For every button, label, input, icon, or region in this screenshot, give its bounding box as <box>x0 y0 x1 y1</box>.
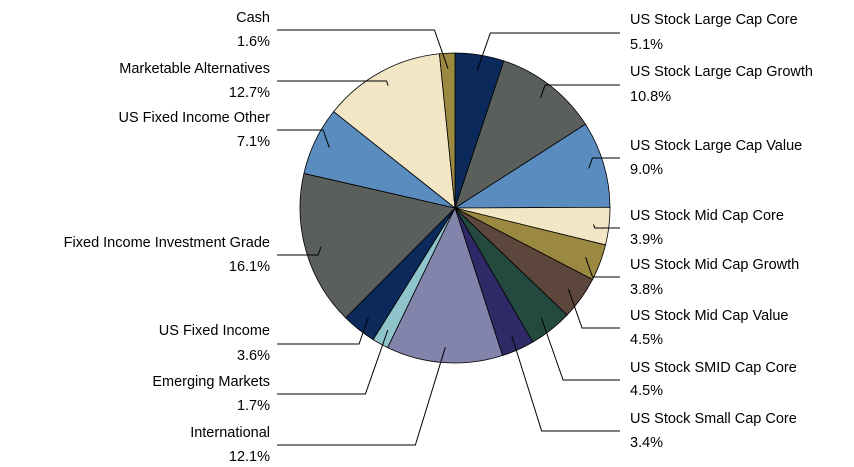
slice-value-label: 7.1% <box>237 134 270 150</box>
leader-line <box>540 84 620 98</box>
slice-value-label: 1.7% <box>237 398 270 414</box>
leader-line <box>277 80 389 86</box>
slice-value-label: 12.1% <box>229 449 270 465</box>
slice-value-label: 4.5% <box>630 332 663 348</box>
slice-label: US Stock Mid Cap Growth <box>630 257 799 273</box>
slice-value-label: 5.1% <box>630 37 663 53</box>
slice-value-label: 16.1% <box>229 259 270 275</box>
slice-label: US Stock SMID Cap Core <box>630 360 797 376</box>
leader-line <box>511 335 620 432</box>
slice-label: US Stock Mid Cap Value <box>630 308 789 324</box>
leader-line <box>277 129 330 148</box>
slice-value-label: 3.4% <box>630 435 663 451</box>
pie-slice <box>453 123 611 209</box>
leader-line <box>567 289 620 329</box>
pie-slice <box>454 60 586 209</box>
leader-line <box>593 224 620 229</box>
slice-label: Marketable Alternatives <box>119 61 270 77</box>
slice-value-label: 3.6% <box>237 348 270 364</box>
slice-value-label: 9.0% <box>630 162 663 178</box>
pie-slice <box>438 52 456 209</box>
slice-value-label: 3.9% <box>630 232 663 248</box>
slice-label: US Stock Large Cap Value <box>630 138 802 154</box>
slice-label: US Stock Large Cap Core <box>630 12 798 28</box>
slice-value-label: 3.8% <box>630 282 663 298</box>
slice-label: US Fixed Income Other <box>119 110 271 126</box>
leader-line <box>277 330 389 395</box>
slice-label: US Stock Small Cap Core <box>630 411 797 427</box>
slice-value-label: 1.6% <box>237 34 270 50</box>
slice-label: US Fixed Income <box>159 323 270 339</box>
leader-line <box>277 317 369 345</box>
leader-line <box>588 157 620 169</box>
pie-slice <box>333 53 456 209</box>
leader-line <box>476 32 620 71</box>
slice-label: Cash <box>236 10 270 26</box>
slice-label: Emerging Markets <box>152 374 270 390</box>
slice-label: International <box>190 425 270 441</box>
slice-label: US Stock Large Cap Growth <box>630 64 813 80</box>
slice-value-label: 4.5% <box>630 383 663 399</box>
slice-value-label: 10.8% <box>630 89 671 105</box>
slice-label: US Stock Mid Cap Core <box>630 208 784 224</box>
slice-value-label: 12.7% <box>229 85 270 101</box>
pie-slice <box>299 172 456 319</box>
leader-line <box>277 347 446 446</box>
leader-line <box>540 317 620 381</box>
leader-line <box>277 246 322 256</box>
leader-line <box>585 256 620 278</box>
leader-line <box>277 29 449 69</box>
slice-label: Fixed Income Investment Grade <box>64 235 270 251</box>
pie-slice <box>387 206 503 364</box>
